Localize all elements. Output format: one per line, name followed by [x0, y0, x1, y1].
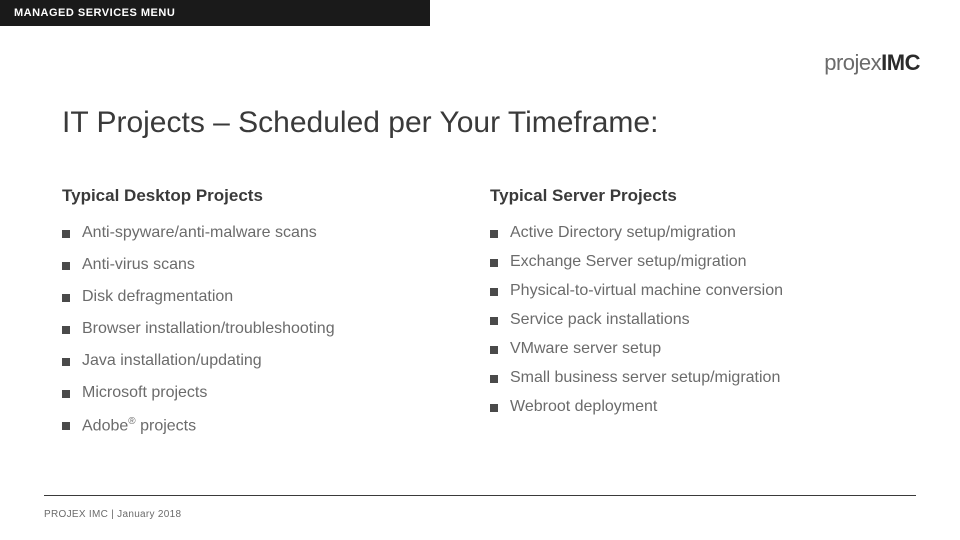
list-item-text: Browser installation/troubleshooting [82, 320, 335, 338]
list-item: Anti-virus scans [62, 256, 470, 274]
list-item: Disk defragmentation [62, 288, 470, 306]
footer-rule [44, 495, 916, 496]
menu-label: MANAGED SERVICES MENU [14, 7, 175, 19]
square-bullet-icon [62, 230, 70, 238]
logo-part2: IMC [881, 50, 920, 75]
slide: MANAGED SERVICES MENU projexIMC IT Proje… [0, 0, 960, 540]
list-item-text: Exchange Server setup/migration [510, 253, 747, 271]
list-item: Java installation/updating [62, 352, 470, 370]
list-item: Anti-spyware/anti-malware scans [62, 224, 470, 242]
content-columns: Typical Desktop Projects Anti-spyware/an… [62, 186, 898, 435]
square-bullet-icon [62, 422, 70, 430]
list-item: Microsoft projects [62, 384, 470, 402]
list-item: VMware server setup [490, 340, 898, 358]
square-bullet-icon [62, 326, 70, 334]
footer-text: PROJEX IMC | January 2018 [44, 509, 181, 520]
brand-logo: projexIMC [824, 50, 920, 76]
right-column: Typical Server Projects Active Directory… [490, 186, 898, 435]
left-list: Anti-spyware/anti-malware scans Anti-viru… [62, 224, 470, 435]
square-bullet-icon [490, 404, 498, 412]
menu-bar: MANAGED SERVICES MENU [0, 0, 430, 26]
list-item-text: Physical-to-virtual machine conversion [510, 282, 783, 300]
list-item: Webroot deployment [490, 398, 898, 416]
square-bullet-icon [490, 288, 498, 296]
list-item-text: Adobe® projects [82, 416, 196, 435]
right-list: Active Directory setup/migration Exchange… [490, 224, 898, 416]
list-item: Service pack installations [490, 311, 898, 329]
list-item-text: Active Directory setup/migration [510, 224, 736, 242]
list-item-text: Java installation/updating [82, 352, 262, 370]
left-column-header: Typical Desktop Projects [62, 186, 470, 206]
list-item-text: Disk defragmentation [82, 288, 233, 306]
list-item: Physical-to-virtual machine conversion [490, 282, 898, 300]
list-item-text: Service pack installations [510, 311, 690, 329]
list-item-text: Anti-spyware/anti-malware scans [82, 224, 317, 242]
list-item: Adobe® projects [62, 416, 470, 435]
list-item: Small business server setup/migration [490, 369, 898, 387]
list-item-text: Small business server setup/migration [510, 369, 780, 387]
square-bullet-icon [490, 346, 498, 354]
page-title: IT Projects – Scheduled per Your Timefra… [62, 106, 658, 140]
square-bullet-icon [490, 230, 498, 238]
list-item: Active Directory setup/migration [490, 224, 898, 242]
square-bullet-icon [62, 294, 70, 302]
list-item: Exchange Server setup/migration [490, 253, 898, 271]
right-column-header: Typical Server Projects [490, 186, 898, 206]
square-bullet-icon [62, 390, 70, 398]
left-column: Typical Desktop Projects Anti-spyware/an… [62, 186, 470, 435]
square-bullet-icon [490, 317, 498, 325]
list-item-text: VMware server setup [510, 340, 661, 358]
square-bullet-icon [490, 259, 498, 267]
list-item-text: Anti-virus scans [82, 256, 195, 274]
list-item-text: Microsoft projects [82, 384, 207, 402]
list-item: Browser installation/troubleshooting [62, 320, 470, 338]
list-item-text: Webroot deployment [510, 398, 657, 416]
logo-part1: projex [824, 50, 881, 75]
square-bullet-icon [62, 358, 70, 366]
square-bullet-icon [490, 375, 498, 383]
square-bullet-icon [62, 262, 70, 270]
